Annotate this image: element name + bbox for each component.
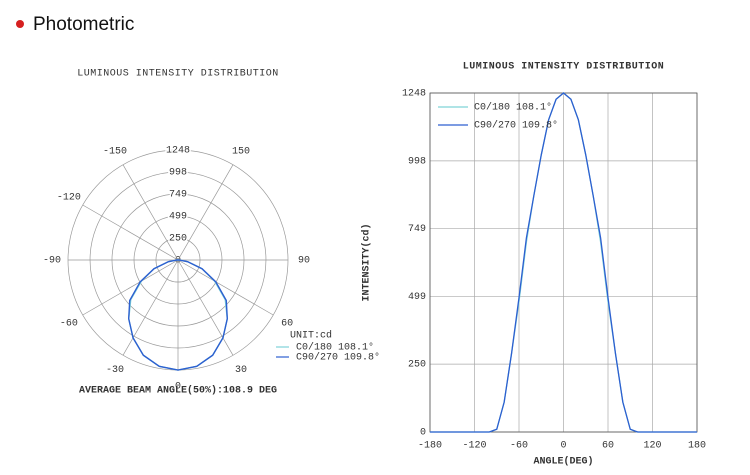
series-line <box>430 92 697 433</box>
y-tick-label: 0 <box>420 428 426 439</box>
series-line <box>128 259 228 371</box>
x-tick-label: -180 <box>418 441 442 452</box>
angle-tick-label: -90 <box>43 256 61 267</box>
r-tick-label: 250 <box>169 234 187 245</box>
spoke <box>177 259 274 316</box>
angle-tick-label: 90 <box>298 256 310 267</box>
r-tick-label: 1248 <box>166 146 190 157</box>
page-title: Photometric <box>33 14 134 35</box>
spoke <box>122 259 179 356</box>
legend-label: C90/270 109.8° <box>296 352 380 364</box>
angle-tick-label: 0 <box>175 382 181 393</box>
bullet <box>16 20 24 28</box>
y-tick-label: 749 <box>408 224 426 235</box>
angle-tick-label: 60 <box>281 319 293 330</box>
y-axis-label: INTENSITY(cd) <box>361 223 373 301</box>
y-tick-label: 499 <box>408 292 426 303</box>
x-tick-label: 120 <box>643 441 661 452</box>
x-tick-label: 0 <box>560 441 566 452</box>
legend-label: C90/270 109.8° <box>474 120 558 132</box>
spoke <box>82 259 179 316</box>
unit-label: UNIT:cd <box>290 330 332 342</box>
spoke <box>177 259 234 356</box>
y-tick-label: 998 <box>408 157 426 168</box>
annotation: AVERAGE BEAM ANGLE(50%):108.9 DEG <box>79 385 277 397</box>
angle-tick-label: 30 <box>235 365 247 376</box>
angle-tick-label: -60 <box>60 319 78 330</box>
r-tick-label: 499 <box>169 212 187 223</box>
x-tick-label: 180 <box>688 441 706 452</box>
x-tick-label: -120 <box>462 441 486 452</box>
legend-label: C0/180 108.1° <box>296 342 374 354</box>
legend-label: C0/180 108.1° <box>474 102 552 114</box>
spoke <box>122 164 179 261</box>
r-tick-label: 998 <box>169 168 187 179</box>
angle-tick-label: -120 <box>57 193 81 204</box>
r-tick-label: 749 <box>169 190 187 201</box>
y-tick-label: 1248 <box>402 89 426 100</box>
spoke <box>82 204 179 261</box>
y-tick-label: 250 <box>408 360 426 371</box>
spoke <box>177 164 234 261</box>
chart-title: LUMINOUS INTENSITY DISTRIBUTION <box>77 69 279 80</box>
chart-title: LUMINOUS INTENSITY DISTRIBUTION <box>463 62 665 73</box>
angle-tick-label: 150 <box>232 147 250 158</box>
angle-tick-label: -30 <box>106 365 124 376</box>
x-axis-label: ANGLE(DEG) <box>533 456 593 468</box>
x-tick-label: 60 <box>602 441 614 452</box>
angle-tick-label: -150 <box>103 147 127 158</box>
x-tick-label: -60 <box>510 441 528 452</box>
